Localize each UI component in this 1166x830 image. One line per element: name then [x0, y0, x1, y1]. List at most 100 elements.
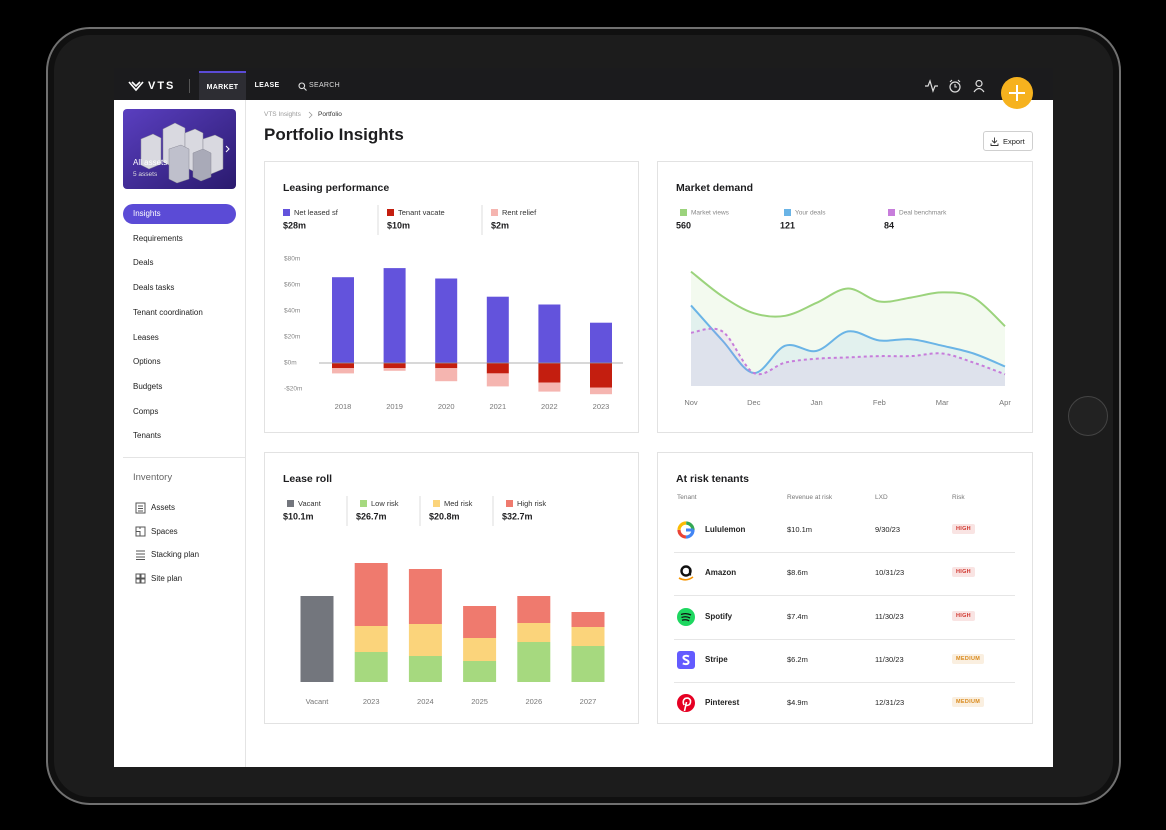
x-tick-label: Mar [936, 398, 949, 407]
legend-swatch [680, 209, 687, 216]
x-tick-label: 2019 [386, 402, 403, 411]
asset-card[interactable] [123, 109, 236, 189]
lease-roll-card: Lease roll Vacant $10.1m Low risk $26.7m Med … [264, 452, 639, 724]
nav-item[interactable]: Comps [133, 406, 159, 416]
tenant-name[interactable]: Spotify [705, 611, 733, 621]
bar-segment [354, 626, 388, 652]
bar-segment [383, 368, 406, 371]
export-button[interactable]: Export [983, 131, 1033, 151]
nav-item[interactable]: Deals tasks [133, 283, 175, 293]
legend-total: $10m [387, 220, 410, 230]
column-header: LXD [875, 494, 888, 501]
legend-swatch [784, 209, 791, 216]
brand-logo [128, 81, 144, 92]
breadcrumb[interactable]: VTS Insights [264, 111, 301, 118]
inventory-item[interactable]: Site plan [151, 574, 183, 584]
add-button[interactable] [999, 75, 1035, 111]
search-icon [298, 82, 307, 91]
bar-segment [332, 277, 354, 363]
tenant-name[interactable]: Stripe [705, 654, 728, 664]
line [690, 327, 1006, 376]
inventory-title: Inventory [133, 472, 173, 483]
x-tick-label: 2020 [438, 402, 455, 411]
user-icon[interactable] [975, 79, 983, 88]
nav-tab[interactable]: LEASE [254, 82, 280, 89]
y-tick-label: $40m [284, 308, 300, 315]
bar-segment [538, 382, 561, 392]
bar-segment [517, 623, 551, 642]
bar-segment [300, 596, 334, 682]
activity-icon[interactable] [925, 79, 938, 93]
lxd: 11/30/23 [875, 654, 904, 664]
breadcrumb: Portfolio [318, 111, 342, 118]
inventory-item[interactable]: Spaces [151, 526, 178, 536]
search[interactable]: SEARCH [309, 82, 340, 89]
nav-item[interactable]: Tenants [133, 431, 162, 441]
legend-swatch [360, 500, 367, 507]
revenue-at-risk: $10.1m [787, 525, 813, 534]
nav-item[interactable]: Leases [133, 332, 159, 342]
risk-badge: HIGH [952, 524, 975, 534]
legend-total: 84 [884, 220, 894, 230]
export-label: Export [1003, 137, 1025, 146]
inventory-item[interactable]: Stacking plan [151, 550, 200, 560]
nav-item[interactable]: Budgets [133, 381, 163, 391]
legend-label: Med risk [444, 499, 473, 508]
bar-segment [383, 363, 406, 369]
nav-tab[interactable]: MARKET [199, 71, 246, 100]
bar-segment [571, 627, 605, 646]
nav-item[interactable]: Insights [123, 204, 236, 224]
bar-segment [486, 373, 509, 387]
at-risk-card: At risk tenants Tenant Revenue at risk LXD… [657, 452, 1033, 724]
legend-label: Rent relief [502, 208, 537, 217]
bar-segment [435, 278, 458, 363]
bar-segment [486, 363, 509, 374]
legend-swatch [387, 209, 394, 216]
tenant-logo [677, 650, 695, 669]
legend-label: Vacant [298, 499, 322, 508]
x-tick-label: 2024 [417, 697, 434, 706]
tenant-name[interactable]: Pinterest [705, 698, 740, 708]
bar-segment [383, 268, 406, 363]
brand: VTS [148, 80, 176, 92]
legend-total: $26.7m [356, 511, 387, 521]
nav-item[interactable]: Deals [133, 258, 154, 268]
bar-segment [435, 368, 458, 382]
top-bar [114, 68, 1053, 100]
legend-total: $28m [283, 220, 306, 230]
asset-card-subtitle: 5 assets [133, 171, 158, 178]
card-title: Leasing performance [283, 182, 389, 194]
legend-total: $20.8m [429, 511, 460, 521]
tenant-name[interactable]: Lululemon [705, 525, 746, 534]
x-tick-label: Dec [747, 398, 761, 407]
column-header: Tenant [677, 494, 697, 501]
y-tick-label: -$20m [284, 386, 302, 393]
x-tick-label: 2021 [489, 402, 506, 411]
home-button [1068, 396, 1108, 436]
x-tick-label: 2027 [580, 697, 597, 706]
legend-swatch [506, 500, 513, 507]
bar-segment [517, 642, 551, 682]
lxd: 12/31/23 [875, 698, 905, 708]
y-tick-label: $80m [284, 256, 300, 263]
alarm-icon[interactable] [949, 81, 961, 93]
area-fill [691, 328, 1005, 386]
bar-segment [517, 596, 551, 623]
x-tick-label: 2022 [541, 402, 558, 411]
asset-card-title: All assets [133, 158, 168, 167]
legend-swatch [283, 209, 290, 216]
legend-label: Tenant vacate [398, 208, 445, 217]
nav-item[interactable]: Options [133, 357, 161, 367]
nav-item[interactable]: Requirements [133, 233, 183, 243]
revenue-at-risk: $4.9m [787, 698, 808, 708]
tenant-name[interactable]: Amazon [705, 568, 737, 578]
risk-badge: MEDIUM [952, 697, 985, 708]
inventory-item[interactable]: Assets [151, 503, 176, 512]
lxd: 11/30/23 [875, 611, 904, 621]
bar-segment [408, 656, 442, 682]
line [690, 270, 1006, 327]
nav-item[interactable]: Tenant coordination [133, 307, 203, 317]
legend-total: $10.1m [283, 511, 314, 521]
